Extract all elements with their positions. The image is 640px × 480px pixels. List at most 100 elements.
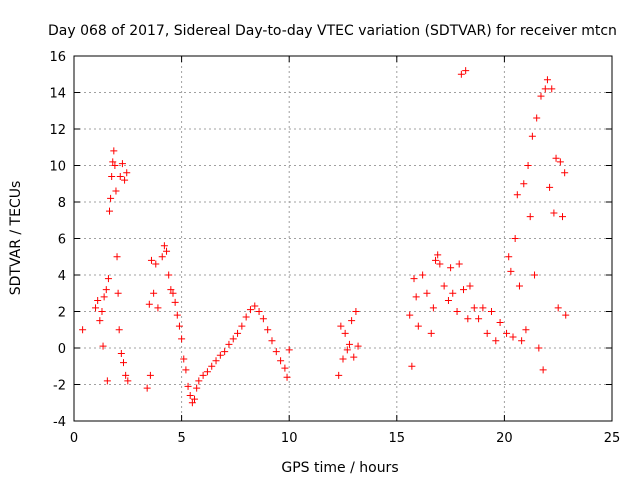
data-point xyxy=(509,333,517,341)
data-point xyxy=(191,395,199,403)
data-point xyxy=(234,329,242,337)
data-point xyxy=(272,348,280,356)
y-tick-label: 6 xyxy=(58,233,66,248)
data-point xyxy=(99,342,107,350)
data-point xyxy=(182,366,190,374)
data-point xyxy=(556,158,564,166)
data-point xyxy=(147,256,155,264)
data-point xyxy=(546,183,554,191)
data-point xyxy=(173,311,181,319)
data-point xyxy=(434,251,442,259)
data-point xyxy=(281,364,289,372)
data-point xyxy=(160,242,168,250)
data-point xyxy=(124,377,132,385)
data-point xyxy=(118,160,126,168)
data-point xyxy=(112,187,120,195)
data-point xyxy=(165,271,173,279)
y-tick-label: 2 xyxy=(58,306,66,321)
data-point xyxy=(423,289,431,297)
data-point xyxy=(526,213,534,221)
data-point xyxy=(115,326,123,334)
data-point xyxy=(212,357,220,365)
data-point xyxy=(460,286,468,294)
data-point xyxy=(158,253,166,261)
data-point xyxy=(169,289,177,297)
x-axis-label: GPS time / hours xyxy=(281,460,398,476)
data-point xyxy=(343,346,351,354)
y-tick-label: 10 xyxy=(49,160,66,175)
data-point xyxy=(102,286,110,294)
data-point xyxy=(116,172,124,180)
data-point xyxy=(406,311,414,319)
x-tick-label: 0 xyxy=(70,431,78,446)
data-points xyxy=(79,67,570,407)
data-point xyxy=(537,92,545,100)
data-point xyxy=(113,253,121,261)
data-point xyxy=(264,326,272,334)
y-tick-label: 4 xyxy=(58,269,66,284)
data-point xyxy=(475,315,483,323)
data-point xyxy=(524,162,532,169)
y-tick-label: -4 xyxy=(53,415,66,430)
data-point xyxy=(507,267,515,275)
data-point xyxy=(199,371,207,379)
data-point xyxy=(335,371,343,379)
data-point xyxy=(246,306,254,314)
data-point xyxy=(518,337,526,345)
data-point xyxy=(188,399,196,407)
data-point xyxy=(111,162,119,169)
data-point xyxy=(108,172,116,180)
data-point xyxy=(466,282,474,290)
data-point xyxy=(145,300,153,308)
data-point xyxy=(121,176,129,184)
data-point xyxy=(117,349,125,357)
data-point xyxy=(487,308,495,315)
x-tick-label: 10 xyxy=(281,431,298,446)
data-point xyxy=(178,335,186,343)
data-point xyxy=(432,256,440,264)
data-point xyxy=(104,275,112,283)
y-tick-label: 0 xyxy=(58,342,66,357)
data-point xyxy=(251,302,259,310)
x-tick-label: 5 xyxy=(177,431,185,446)
data-point xyxy=(92,304,100,312)
data-point xyxy=(143,384,151,392)
data-point xyxy=(114,289,122,297)
data-point xyxy=(255,308,263,315)
data-point xyxy=(528,132,536,140)
data-point xyxy=(345,340,353,348)
data-point xyxy=(408,362,416,370)
data-point xyxy=(123,169,131,177)
data-point xyxy=(216,351,224,359)
data-point xyxy=(440,282,448,290)
y-tick-label: 12 xyxy=(49,123,66,138)
data-point xyxy=(436,260,444,268)
data-point xyxy=(152,260,160,268)
data-point xyxy=(107,194,115,202)
data-point xyxy=(119,359,127,367)
data-point xyxy=(427,329,435,337)
data-point xyxy=(352,308,360,315)
data-point xyxy=(561,169,569,177)
y-tick-label: 14 xyxy=(49,87,66,102)
data-point xyxy=(541,85,549,93)
data-point xyxy=(513,191,521,199)
data-point xyxy=(520,180,528,188)
data-point xyxy=(350,353,358,361)
data-point xyxy=(238,322,246,330)
data-point xyxy=(548,85,556,93)
data-point xyxy=(503,329,511,337)
data-point xyxy=(283,373,291,381)
data-point xyxy=(259,315,267,323)
data-point xyxy=(79,326,87,334)
data-point xyxy=(348,317,356,325)
data-point xyxy=(146,371,154,379)
data-point xyxy=(444,297,452,305)
y-tick-label: 8 xyxy=(58,196,66,211)
data-point xyxy=(208,362,216,370)
data-point xyxy=(154,304,162,312)
data-point xyxy=(277,357,285,365)
data-point xyxy=(492,337,500,345)
data-point xyxy=(410,275,418,283)
